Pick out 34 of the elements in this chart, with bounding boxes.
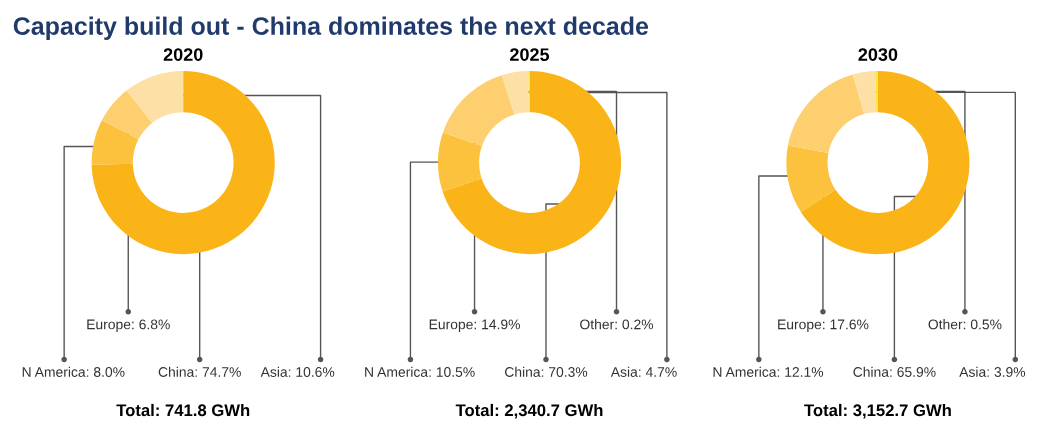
- slice-label: Europe: 14.9%: [429, 319, 520, 333]
- donut-slice: [437, 132, 482, 192]
- donut-slice: [786, 145, 836, 213]
- slice-label: Asia: 4.7%: [610, 366, 677, 377]
- slice-label: China: 65.9%: [853, 366, 936, 377]
- text: Total: 3,152.7 GWh: [804, 403, 951, 419]
- slice-label: China: 70.3%: [505, 366, 588, 377]
- slice-label: Other: 0.5%: [928, 319, 1002, 330]
- donut-slice: [126, 70, 184, 123]
- chart-title: 2020: [163, 48, 203, 61]
- slice-label: Asia: 3.9%: [959, 366, 1026, 377]
- chart-title: 2025: [510, 48, 550, 61]
- slice-label: N America: 10.5%: [365, 366, 475, 377]
- slice-label: N America: 12.1%: [713, 366, 824, 377]
- text: Total: 741.8 GWh: [116, 403, 250, 417]
- donut-slice: [91, 70, 275, 255]
- donut-slice: [501, 70, 529, 115]
- slice-label: China: 74.7%: [158, 366, 241, 377]
- donut-slice: [442, 75, 515, 147]
- slice-label: Asia: 10.6%: [260, 366, 335, 377]
- chart-title: 2030: [858, 48, 898, 62]
- donut-slice: [442, 70, 622, 255]
- slice-label: N America: 8.0%: [22, 366, 125, 377]
- donut-slice: [875, 70, 878, 113]
- donut-slice: [800, 70, 970, 255]
- donut-slice: [101, 90, 153, 140]
- donut-slice: [852, 71, 877, 115]
- text: Capacity build out - China dominates the next decade: [13, 16, 649, 40]
- text: Total: 2,340.7 GWh: [455, 403, 603, 419]
- donut-slice: [91, 120, 139, 165]
- donut-slice: [787, 74, 865, 154]
- slice-label: Europe: 17.6%: [778, 319, 869, 333]
- slice-label: Europe: 6.8%: [87, 319, 170, 333]
- slice-label: Other: 0.2%: [580, 319, 654, 330]
